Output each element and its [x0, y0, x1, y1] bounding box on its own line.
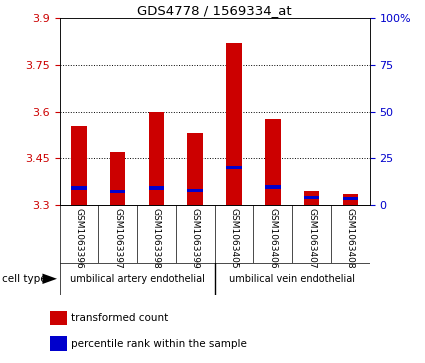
Bar [304, 191, 319, 205]
Text: GSM1063408: GSM1063408 [346, 208, 355, 269]
Bar [226, 43, 242, 205]
Bar [187, 134, 203, 205]
Bar [71, 126, 87, 205]
Bar [149, 186, 164, 189]
Text: GSM1063397: GSM1063397 [113, 208, 122, 269]
Text: umbilical artery endothelial: umbilical artery endothelial [70, 274, 204, 284]
Bar [343, 197, 358, 200]
Bar [110, 152, 125, 205]
Bar [343, 193, 358, 205]
Bar [226, 166, 242, 169]
Bar [149, 111, 164, 205]
Text: umbilical vein endothelial: umbilical vein endothelial [229, 274, 355, 284]
Text: GSM1063398: GSM1063398 [152, 208, 161, 269]
Text: percentile rank within the sample: percentile rank within the sample [71, 339, 246, 348]
Bar [187, 189, 203, 192]
Bar [265, 119, 280, 205]
Text: GSM1063399: GSM1063399 [191, 208, 200, 269]
Bar [110, 189, 125, 193]
Polygon shape [42, 274, 57, 284]
Title: GDS4778 / 1569334_at: GDS4778 / 1569334_at [137, 4, 292, 17]
Text: GSM1063406: GSM1063406 [268, 208, 277, 269]
Bar [71, 186, 87, 189]
Bar [304, 196, 319, 199]
Bar [265, 185, 280, 189]
Text: GSM1063407: GSM1063407 [307, 208, 316, 269]
Bar [50, 337, 67, 351]
Text: GSM1063396: GSM1063396 [74, 208, 83, 269]
Text: transformed count: transformed count [71, 313, 168, 323]
Text: cell type: cell type [2, 274, 47, 284]
Text: GSM1063405: GSM1063405 [230, 208, 238, 269]
Bar [50, 311, 67, 325]
